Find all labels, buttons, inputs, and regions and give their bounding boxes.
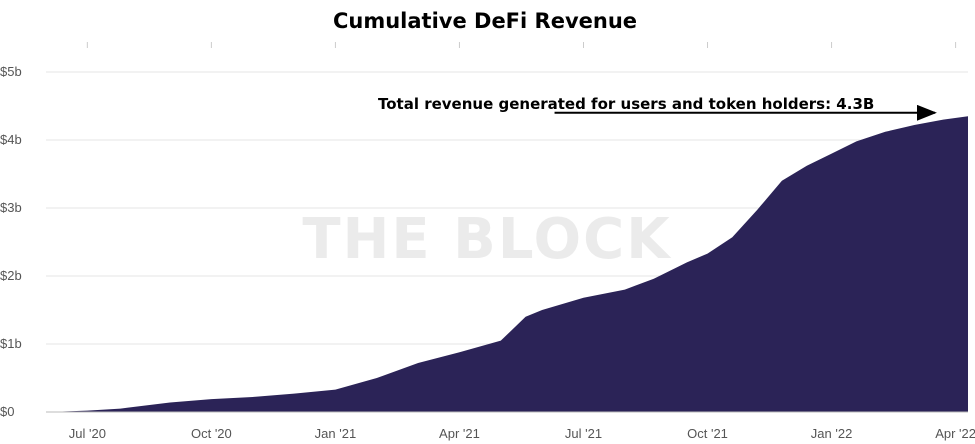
y-tick-label-2: $2b: [0, 268, 22, 283]
top-tick-marks: [86, 42, 957, 48]
x-tick-label-1: Oct '20: [191, 426, 232, 441]
y-tick-label-0: $0: [0, 404, 14, 419]
y-tick-label-1: $1b: [0, 336, 22, 351]
watermark-text: THE BLOCK: [302, 207, 672, 272]
x-axis: Jul '20 Oct '20 Jan '21 Apr '21 Jul '21 Oct '…: [46, 411, 975, 441]
x-tick-label-5: Oct '21: [687, 426, 728, 441]
series-area: [48, 116, 969, 412]
x-tick-label-0: Jul '20: [69, 426, 106, 441]
x-tick-label-2: Jan '21: [315, 426, 357, 441]
series-area-0: [48, 116, 969, 412]
y-tick-label-3: $3b: [0, 200, 22, 215]
x-tick-label-3: Apr '21: [439, 426, 480, 441]
y-axis: $0 $1b $2b $3b $4b $5b: [0, 64, 22, 419]
annotation-text: Total revenue generated for users and to…: [378, 95, 874, 113]
y-tick-label-4: $4b: [0, 132, 22, 147]
chart-title: Cumulative DeFi Revenue: [333, 9, 637, 33]
x-tick-label-6: Jan '22: [811, 426, 853, 441]
x-tick-label-4: Jul '21: [565, 426, 602, 441]
x-tick-label-7: Apr '22: [935, 426, 975, 441]
y-tick-label-5: $5b: [0, 64, 22, 79]
